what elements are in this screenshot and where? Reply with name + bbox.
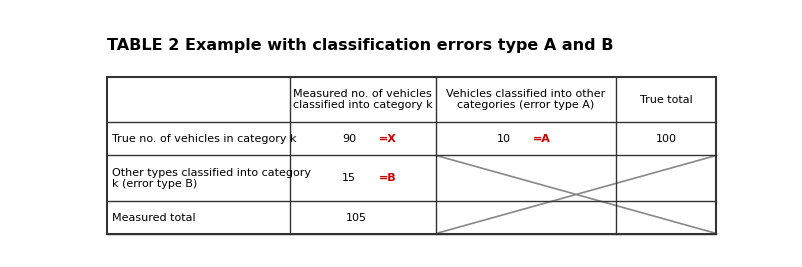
Text: Vehicles classified into other
categories (error type A): Vehicles classified into other categorie… xyxy=(446,89,605,110)
Text: =A: =A xyxy=(532,134,549,144)
Text: 15: 15 xyxy=(342,174,355,183)
Text: Other types classified into category
k (error type B): Other types classified into category k (… xyxy=(111,168,310,189)
Text: =B: =B xyxy=(379,174,396,183)
Bar xyxy=(107,77,715,234)
Text: TABLE 2 Example with classification errors type A and B: TABLE 2 Example with classification erro… xyxy=(107,38,613,53)
Text: =X: =X xyxy=(379,134,396,144)
Text: Measured no. of vehicles
classified into category k: Measured no. of vehicles classified into… xyxy=(293,89,432,110)
Text: 105: 105 xyxy=(346,213,367,222)
Text: 90: 90 xyxy=(342,134,355,144)
Text: 100: 100 xyxy=(655,134,676,144)
Text: 10: 10 xyxy=(496,134,510,144)
Text: Measured total: Measured total xyxy=(111,213,195,222)
Text: True total: True total xyxy=(639,95,691,105)
Text: True no. of vehicles in category k: True no. of vehicles in category k xyxy=(111,134,296,144)
